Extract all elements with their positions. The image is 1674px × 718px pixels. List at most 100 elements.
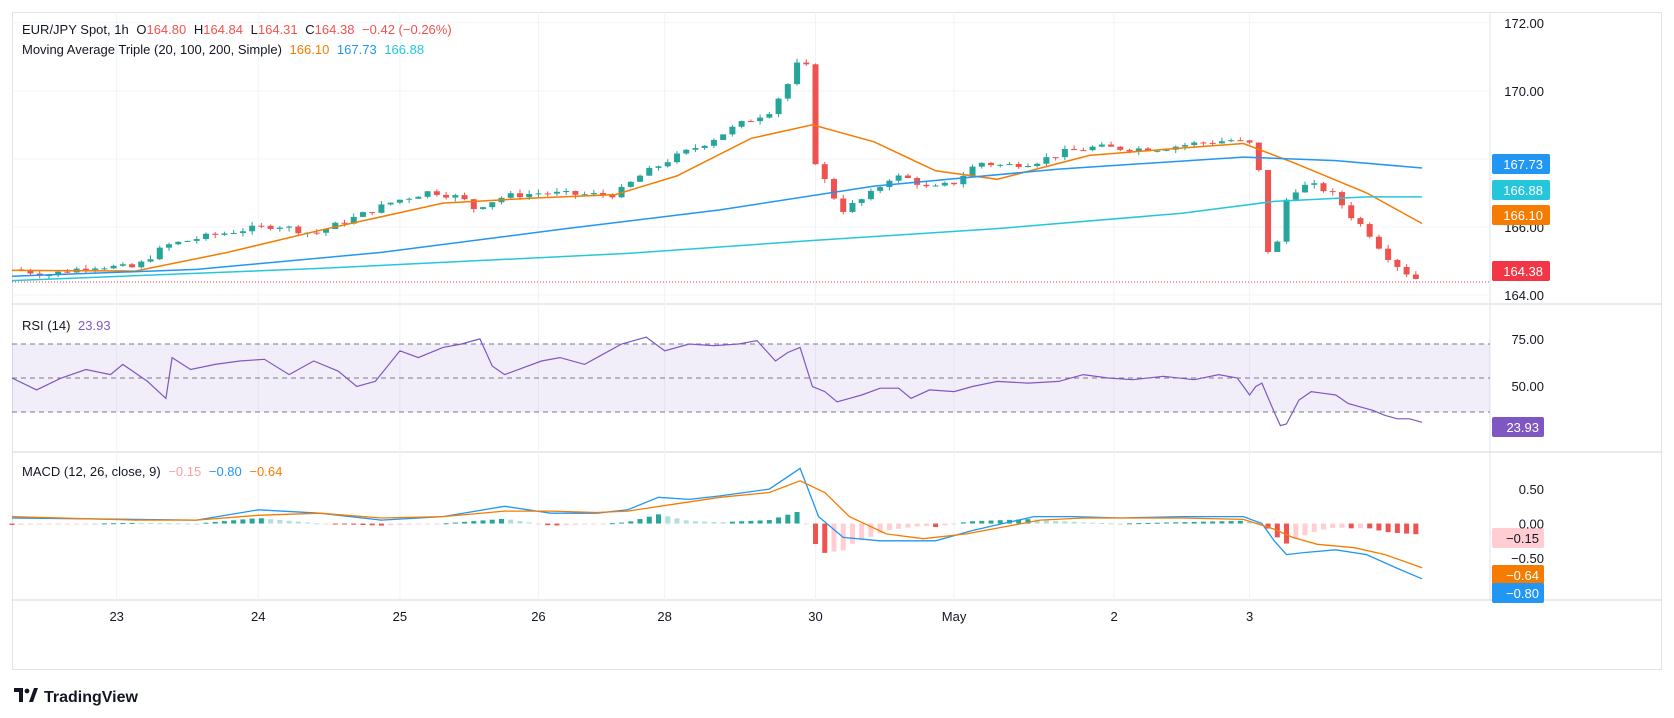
- candle-body: [701, 145, 708, 149]
- close-label: C: [305, 22, 315, 37]
- candle-body: [221, 233, 228, 235]
- candle-body: [27, 270, 34, 274]
- candle-body: [406, 198, 413, 200]
- candle-body: [821, 164, 828, 180]
- ma100-value: 167.73: [336, 42, 377, 57]
- macd-histogram-bar: [720, 522, 726, 524]
- macd-histogram-bar: [1237, 520, 1243, 524]
- price-tick-label: 164.00: [1504, 288, 1544, 303]
- macd-histogram-bar: [1228, 521, 1234, 524]
- macd-histogram-bar: [471, 521, 477, 524]
- macd-histogram-bar: [1163, 522, 1169, 524]
- macd-histogram-bar: [526, 522, 532, 524]
- candle-body: [461, 195, 468, 200]
- macd-histogram-bar: [1127, 523, 1133, 525]
- candle-body: [175, 241, 182, 245]
- candle-body: [1126, 149, 1133, 152]
- price-legend: EUR/JPY Spot, 1h O164.80 H164.84 L164.31…: [22, 22, 456, 37]
- candle-body: [276, 227, 283, 229]
- macd-histogram-bar: [766, 520, 772, 524]
- candle-body: [396, 199, 403, 203]
- tradingview-logo-icon: [14, 688, 38, 707]
- candle-body: [729, 126, 736, 135]
- macd-legend-label[interactable]: MACD (12, 26, close, 9): [22, 464, 161, 479]
- candle-body: [424, 191, 431, 197]
- ma-legend-label[interactable]: Moving Average Triple (20, 100, 200, Sim…: [22, 42, 282, 57]
- rsi-line: [11, 336, 1423, 427]
- candle-body: [323, 229, 330, 233]
- candle-body: [969, 166, 976, 176]
- macd-histogram-bar: [1320, 523, 1326, 530]
- candle-body: [193, 239, 200, 241]
- macd-signal-value: −0.64: [249, 464, 283, 479]
- candle-body: [378, 204, 385, 213]
- candle-body: [1135, 148, 1142, 152]
- macd-histogram-bar: [822, 523, 828, 553]
- candle-body: [249, 225, 256, 232]
- candle-body: [720, 134, 727, 140]
- macd-histogram-bar: [896, 523, 902, 529]
- macd-histogram-bar: [1145, 522, 1151, 524]
- macd-histogram-bar: [877, 523, 883, 534]
- candle-body: [738, 121, 745, 127]
- candle-body: [544, 193, 551, 195]
- macd-histogram-bar: [554, 523, 560, 526]
- candle-body: [775, 98, 782, 115]
- candle-body: [1117, 146, 1124, 150]
- brand[interactable]: TradingView: [14, 688, 138, 707]
- candle-body: [1218, 141, 1225, 144]
- ma20-value: 166.10: [289, 42, 330, 57]
- candle-body: [867, 190, 874, 200]
- candle-body: [692, 148, 699, 150]
- macd-histogram-bar: [1053, 520, 1059, 524]
- candle-body: [1181, 145, 1188, 147]
- macd-histogram-bar: [1219, 521, 1225, 524]
- symbol-label[interactable]: EUR/JPY Spot, 1h: [22, 22, 129, 37]
- macd-histogram-bar: [711, 521, 717, 524]
- macd-histogram-bar: [831, 523, 837, 552]
- candle-body: [1274, 241, 1281, 253]
- price-tick-label: 172.00: [1504, 16, 1544, 31]
- rsi-band: [12, 343, 1490, 413]
- candle-body: [1154, 150, 1161, 152]
- candle-body: [1385, 248, 1392, 260]
- macd-histogram-bar: [138, 522, 144, 524]
- candle-body: [1255, 142, 1262, 171]
- candle-body: [101, 268, 108, 270]
- candle-body: [359, 212, 366, 217]
- macd-histogram-bar: [1394, 523, 1400, 533]
- macd-histogram-bar: [341, 523, 347, 525]
- macd-histogram-bar: [1025, 519, 1031, 524]
- candle-body: [313, 232, 320, 234]
- candle-body: [655, 166, 662, 168]
- candle-body: [387, 202, 394, 205]
- time-tick-label: 2: [1111, 609, 1118, 624]
- macd-histogram-bar: [508, 519, 514, 524]
- candle-body: [369, 212, 376, 214]
- macd-histogram-bar: [813, 523, 819, 545]
- macd-histogram-bar: [785, 514, 791, 524]
- candle-body: [1052, 157, 1059, 159]
- macd-histogram-bar: [1330, 523, 1336, 528]
- open-label: O: [136, 22, 147, 37]
- macd-histogram-bar: [609, 523, 615, 525]
- macd-histogram-bar: [1357, 523, 1363, 529]
- candle-body: [710, 139, 717, 146]
- rsi-value-tag: [1492, 417, 1544, 437]
- low-value: 164.31: [257, 22, 298, 37]
- candle-body: [166, 244, 173, 248]
- candle-body: [1108, 144, 1115, 147]
- macd-histogram-bar: [498, 518, 504, 524]
- candle-body: [673, 153, 680, 163]
- price-tag-label: 164.38: [1503, 264, 1543, 279]
- high-value: 164.84: [203, 22, 244, 37]
- rsi-legend-label[interactable]: RSI (14): [22, 318, 71, 333]
- macd-histogram-bar: [665, 516, 671, 524]
- candle-body: [1348, 205, 1355, 219]
- macd-histogram-bar: [886, 523, 892, 531]
- macd-signal-tag-label: −0.64: [1506, 568, 1539, 583]
- candle-body: [443, 194, 450, 198]
- macd-histogram-bar: [1302, 523, 1308, 536]
- candle-body: [341, 222, 348, 224]
